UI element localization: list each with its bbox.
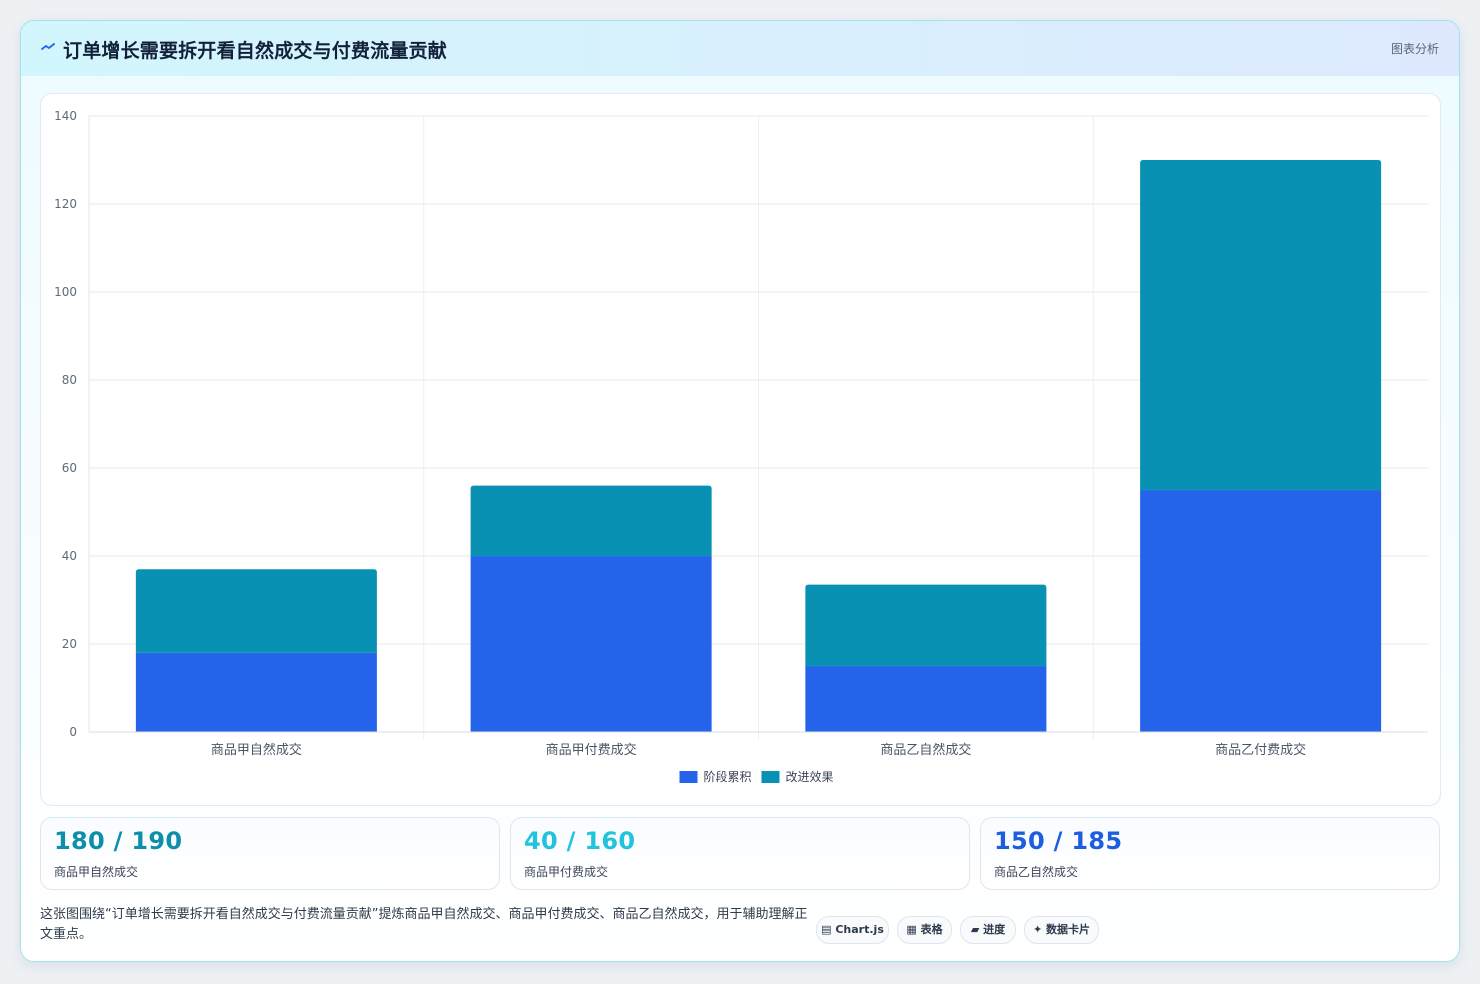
sparkle-icon: ✦	[1032, 923, 1043, 936]
pill-data-card[interactable]: ✦ 数据卡片	[1024, 916, 1099, 944]
x-tick-label: 商品乙自然成交	[880, 742, 971, 758]
chart-icon: ▤	[821, 923, 832, 936]
pill-table[interactable]: ▦ 表格	[897, 916, 952, 944]
pill-progress[interactable]: ▰ 进度	[960, 916, 1016, 944]
chart-card: 订单增长需要拆开看自然成交与付费流量贡献 图表分析 0 20 40 60 80 100 12…	[20, 20, 1460, 962]
y-tick-label: 60	[62, 461, 77, 475]
pill-label: Chart.js	[835, 923, 884, 936]
stat-card-3: 150 / 185 商品乙自然成交	[980, 817, 1440, 890]
bar-segment	[805, 584, 1047, 666]
stat-label: 商品乙自然成交	[994, 865, 1079, 879]
legend-label: 改进效果	[786, 769, 834, 784]
y-tick-label: 40	[62, 549, 77, 563]
bar-segment	[470, 485, 712, 556]
bar-segment	[135, 569, 377, 653]
bar-segment	[470, 556, 712, 732]
progress-icon: ▰	[970, 923, 980, 936]
legend-label: 阶段累积	[704, 769, 752, 784]
bar-segment	[135, 652, 377, 732]
y-tick-label: 80	[62, 373, 77, 387]
page-title: 订单增长需要拆开看自然成交与付费流量贡献	[63, 40, 448, 62]
y-tick-label: 0	[69, 725, 77, 739]
y-tick-label: 20	[62, 637, 77, 651]
bar-segment	[805, 666, 1047, 732]
y-tick-label: 120	[54, 197, 77, 211]
chart-caption: 这张图围绕“订单增长需要拆开看自然成交与付费流量贡献”提炼商品甲自然成交、商品甲…	[40, 907, 808, 942]
legend-swatch	[761, 771, 780, 783]
pill-label: 数据卡片	[1046, 923, 1091, 936]
stacked-bar-chart: 0 20 40 60 80 100 120 140 商品甲自然成交 商品甲付费成交 商品乙自然成交 商…	[54, 109, 1428, 784]
card-header: 订单增长需要拆开看自然成交与付费流量贡献 图表分析	[21, 21, 1459, 76]
x-tick-label: 商品甲付费成交	[546, 742, 637, 758]
stat-label: 商品甲付费成交	[524, 865, 609, 879]
bar-segment	[1140, 490, 1382, 732]
bar-segment	[1140, 160, 1382, 490]
stat-value: 180 / 190	[54, 827, 183, 855]
legend-swatch	[679, 771, 698, 783]
x-tick-label: 商品乙付费成交	[1215, 742, 1306, 758]
pill-chartjs[interactable]: ▤ Chart.js	[816, 916, 889, 944]
stat-value: 40 / 160	[524, 827, 636, 855]
stat-card-2: 40 / 160 商品甲付费成交	[510, 817, 970, 890]
y-tick-label: 100	[54, 285, 77, 299]
stat-card-1: 180 / 190 商品甲自然成交	[40, 817, 500, 890]
y-tick-label: 140	[54, 109, 77, 123]
x-tick-label: 商品甲自然成交	[211, 742, 302, 758]
pill-label: 进度	[983, 923, 1006, 936]
stat-value: 150 / 185	[994, 827, 1123, 855]
pill-label: 表格	[920, 923, 943, 936]
chart-type-tag: 图表分析	[1390, 42, 1439, 56]
stat-label: 商品甲自然成交	[54, 865, 139, 879]
chart-panel: 0 20 40 60 80 100 120 140 商品甲自然成交 商品甲付费成交 商品乙自然成交 商…	[40, 93, 1441, 806]
table-icon: ▦	[906, 923, 917, 936]
trend-line-icon	[41, 43, 55, 50]
